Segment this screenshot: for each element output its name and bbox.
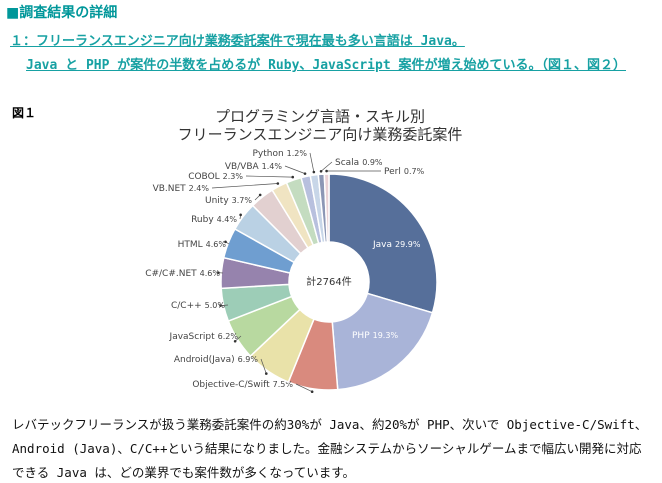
chart: プログラミング言語・スキル別 フリーランスエンジニア向け業務委託案件 Java 2… [145,108,463,394]
leader-dot [310,390,314,394]
slice-label: Unity 3.7% [205,196,252,206]
leader-dot [224,240,227,244]
slice-label: C#/C#.NET 4.6% [145,269,220,279]
slice-value: 2.4% [189,184,210,193]
slice-name: Unity [205,196,229,206]
leader-dot [219,304,222,307]
slice-name: C#/C#.NET [145,269,197,279]
slice-name: C/C++ [171,301,202,311]
leader-line [234,335,242,342]
slice-value: 0.7% [404,167,425,176]
subtitle: １：フリーランスエンジニア向け業務委託案件で現在最も多い言語は Java。 [10,34,465,49]
slice-label: Scala 0.9% [335,158,383,168]
leader-dot [303,172,307,175]
slice-name: PHP [352,331,370,341]
leader-line [245,175,293,178]
donut-slice [328,173,438,314]
body-text: レバテックフリーランスが扱う業務委託案件の約30%が Java、約20%が PH… [12,417,648,432]
slice-name: Python [252,149,283,159]
figure-label: 図１ [12,106,37,120]
slice-label: VB/VBA 1.4% [225,162,283,172]
donut-slice [323,173,330,243]
center-label: 計2764件 [306,275,351,288]
slice-value: 4.6% [206,240,227,249]
donut-slice [331,292,434,391]
leader-dot [217,271,220,274]
section-title: ■調査結果の詳細 [6,5,118,21]
slice-value: 6.2% [218,332,239,341]
slice-name: Objective-C/Swift [192,380,270,390]
subtitle: Java と PHP が案件の半数を占めるが Ruby、JavaScript 案… [26,58,626,73]
slice-value: 0.9% [362,158,383,167]
slice-value: 1.4% [262,162,283,171]
leader-line [284,165,306,174]
slice-label: JavaScript 6.2% [169,332,239,342]
slice-label: Python 1.2% [252,149,307,159]
slice-label: Ruby 4.4% [191,215,237,225]
leader-line [309,152,315,173]
slice-label: Java 29.9% [372,240,421,250]
leader-dot [312,170,316,174]
leader-line [211,183,278,189]
leader-dot [291,175,295,179]
leader-dot [325,169,328,173]
slice-name: Scala [335,158,359,168]
slice-name: Ruby [191,215,214,225]
chart-title: プログラミング言語・スキル別 [215,108,425,126]
leader-dot [233,339,237,343]
leader-dot [264,372,268,375]
leader-line [295,383,313,393]
slice-name: VB.NET [153,184,187,194]
slice-label: Objective-C/Swift 7.5% [192,380,293,390]
slice-value: 19.3% [373,331,399,340]
slice-label: Android(Java) 6.9% [174,355,259,365]
slice-name: HTML [178,240,203,250]
slice-label: VB.NET 2.4% [153,184,210,194]
slice-value: 4.6% [200,269,221,278]
leader-line [320,161,333,172]
slice-name: JavaScript [169,332,216,342]
slice-label: Perl 0.7% [384,167,425,177]
slice-name: Perl [384,167,401,177]
slice-name: COBOL [188,172,219,182]
slice-value: 5.0% [205,301,226,310]
slice-value: 2.3% [223,172,244,181]
slice-value: 3.7% [232,196,253,205]
slice-label: PHP 19.3% [352,331,398,341]
slice-label: HTML 4.6% [178,240,227,250]
slice-value: 29.9% [395,240,421,249]
leader-dot [276,182,280,185]
slice-name: VB/VBA [225,162,260,172]
body-text: Android (Java)、C/C++という結果になりました。金融システムから… [12,441,642,456]
body-text: できる Java は、どの業界でも案件数が多くなっています。 [12,465,356,480]
slice-value: 7.5% [273,380,294,389]
leader-dot [258,193,262,197]
chart-title: フリーランスエンジニア向け業務委託案件 [178,126,463,144]
slice-name: Java [372,240,392,250]
leader-line [260,358,267,374]
slice-label: C/C++ 5.0% [171,301,225,311]
leader-dot [319,169,323,173]
slice-name: Android(Java) [174,355,235,365]
leader-dot [239,213,242,217]
slice-value: 1.2% [287,149,308,158]
slice-value: 6.9% [238,355,259,364]
slice-value: 4.4% [217,215,238,224]
slice-label: COBOL 2.3% [188,172,243,182]
